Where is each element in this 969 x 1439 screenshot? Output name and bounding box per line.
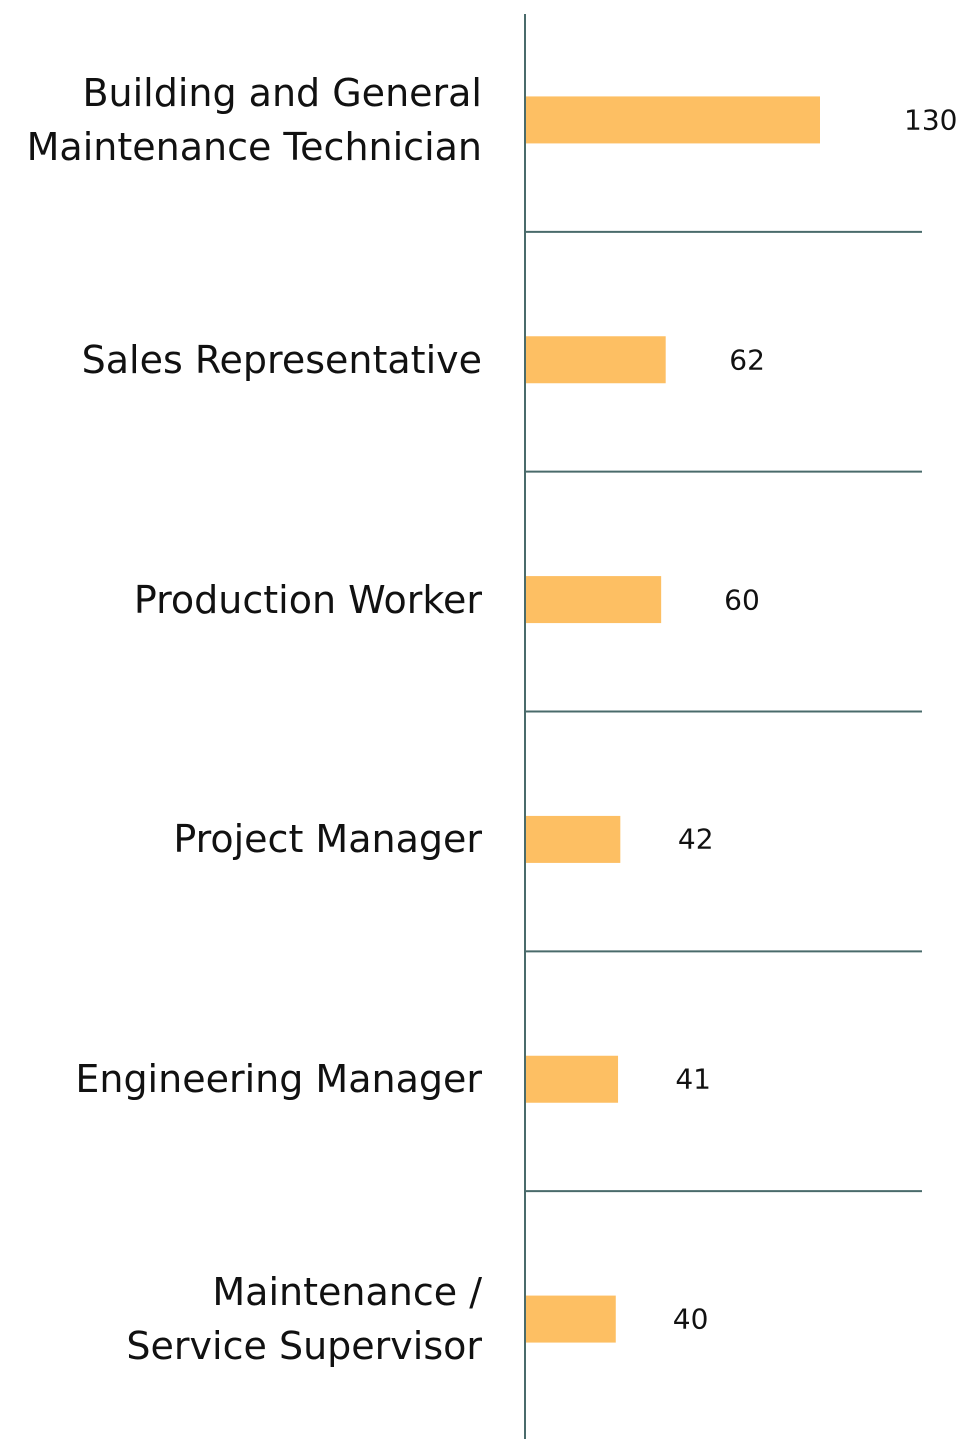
value-label: 41: [675, 1062, 711, 1096]
bar: [525, 1055, 619, 1103]
bar: [525, 815, 621, 863]
bar: [525, 96, 820, 144]
value-label: 130: [904, 103, 958, 137]
value-label: 60: [724, 583, 760, 617]
value-label: 42: [677, 822, 714, 856]
bar: [525, 1295, 616, 1343]
bar: [525, 576, 662, 624]
category-label: Building and General Maintenance Technic…: [26, 70, 482, 169]
category-label: Engineering Manager: [75, 1057, 482, 1102]
category-label: Production Worker: [133, 577, 482, 622]
category-label: Maintenance / Service Supervisor: [126, 1270, 482, 1369]
category-label: Project Manager: [173, 817, 482, 862]
bar: [525, 336, 666, 384]
value-label: 62: [729, 343, 765, 377]
category-label: Sales Representative: [81, 337, 482, 382]
value-label: 40: [672, 1302, 709, 1336]
